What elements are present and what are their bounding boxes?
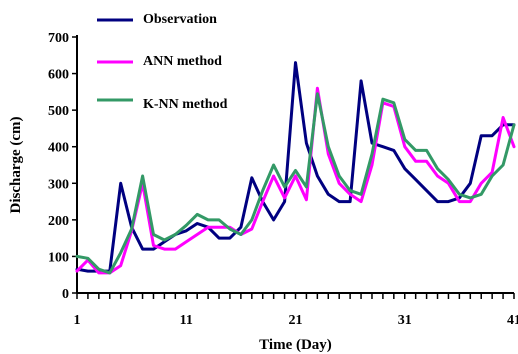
y-tick-label: 700 [48,31,69,46]
series-line-1 [75,61,516,273]
y-tick-label: 100 [48,250,69,265]
y-tick-label: 0 [62,287,69,302]
y-axis-title: Discharge (cm) [8,116,24,213]
y-ticks: 0 100 200 300 400 500 600 700 [48,31,77,302]
legend-label-3: K-NN method [143,97,228,112]
series-line-2 [75,86,516,275]
x-tick-label: 11 [180,313,193,328]
x-axis-title: Time (Day) [259,337,332,353]
legend-label-1: Observation [143,12,217,27]
legend: Observation ANN method K-NN method [97,12,228,112]
legend-label-2: ANN method [143,54,222,69]
x-tick-label: 41 [507,313,518,328]
y-tick-label: 400 [48,141,69,156]
series-line-3 [75,92,516,275]
x-tick-label: 1 [74,313,81,328]
y-tick-label: 300 [48,177,69,192]
y-tick-label: 200 [48,214,69,229]
x-ticks: 1 11 21 31 41 [74,293,518,328]
x-tick-label: 31 [398,313,412,328]
y-tick-label: 500 [48,104,69,119]
x-tick-label: 21 [289,313,303,328]
series-lines [75,61,516,275]
y-tick-label: 600 [48,68,69,83]
